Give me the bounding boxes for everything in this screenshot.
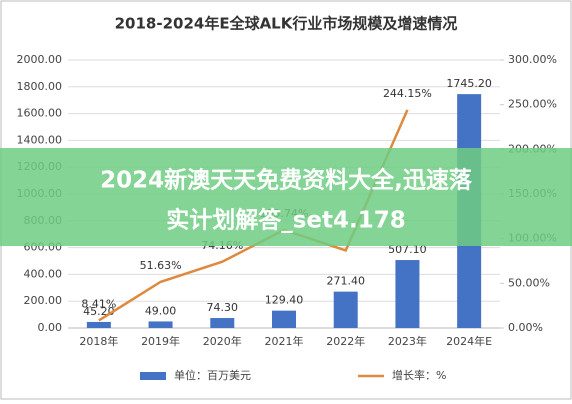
data-label: 129.40 <box>265 294 304 307</box>
y-tick-label: 2000.00 <box>17 53 63 66</box>
data-label: 244.15% <box>383 87 432 100</box>
data-label: 8.41% <box>81 297 116 310</box>
x-tick-label: 2024年E <box>446 334 492 348</box>
bar <box>210 318 235 328</box>
x-tick-label: 2021年 <box>265 334 304 348</box>
data-label: 51.63% <box>140 259 182 272</box>
bar <box>148 321 173 328</box>
y2-tick-label: 0.00% <box>508 321 543 334</box>
legend-label: 单位：百万美元 <box>174 368 251 382</box>
x-tick-label: 2019年 <box>141 334 180 348</box>
data-label: 74.30 <box>207 301 239 314</box>
bar <box>86 321 111 328</box>
legend-label: 增长率：% <box>392 368 446 382</box>
y2-tick-label: 300.00% <box>508 53 557 66</box>
y-tick-label: 1800.00 <box>17 80 63 93</box>
y-tick-label: 1600.00 <box>17 107 63 120</box>
y2-tick-label: 50.00% <box>508 276 550 289</box>
data-label: 49.00 <box>145 304 177 317</box>
chart-title: 2018-2024年E全球ALK行业市场规模及增速情况 <box>115 15 458 33</box>
x-tick-label: 2018年 <box>79 334 118 348</box>
x-tick-label: 2022年 <box>326 334 365 348</box>
x-tick-label: 2023年 <box>388 334 427 348</box>
data-label: 1745.20 <box>446 77 492 90</box>
y2-tick-label: 250.00% <box>508 98 557 111</box>
data-label: 271.40 <box>326 275 365 288</box>
legend-swatch <box>140 372 166 380</box>
data-label: 507.10 <box>388 243 427 256</box>
overlay-banner <box>0 148 572 246</box>
y-tick-label: 1400.00 <box>17 133 63 146</box>
y-tick-label: 400.00 <box>24 267 63 280</box>
x-tick-label: 2020年 <box>203 334 242 348</box>
bar <box>272 310 296 328</box>
y-tick-label: 200.00 <box>24 294 63 307</box>
bar <box>395 260 420 328</box>
overlay-text: 2024新澳天天免费资料大全,迅速落 <box>100 167 473 194</box>
bar <box>333 291 358 328</box>
y-tick-label: 0.00 <box>38 321 63 334</box>
overlay-text: 实计划解答_set4.178 <box>166 207 406 234</box>
